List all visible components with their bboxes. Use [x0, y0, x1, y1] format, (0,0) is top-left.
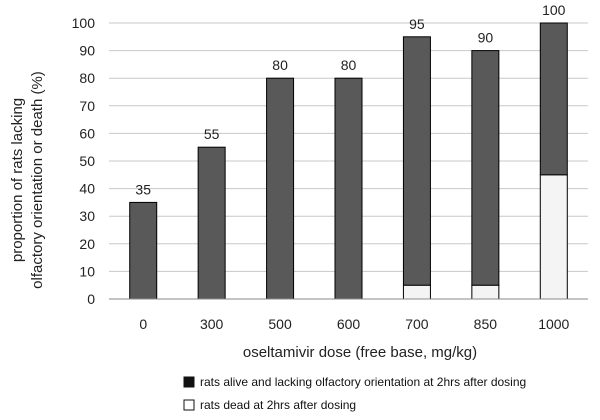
bar-segment-alive [471, 50, 500, 286]
bar-segment-alive [402, 36, 431, 286]
data-labels: 35 55 80 80 95 90 100 [135, 2, 565, 197]
bar-segment-alive [129, 201, 158, 300]
bar-total-label: 95 [409, 16, 425, 32]
y-axis-title-line1: proportion of rats lacking [9, 98, 26, 262]
y-tick-label: 80 [79, 70, 95, 86]
bar-segment-alive [197, 146, 226, 300]
bar-segment-dead [539, 174, 568, 300]
y-tick-label: 70 [79, 98, 95, 114]
x-tick-label: 1000 [538, 316, 569, 332]
y-tick-label: 60 [79, 125, 95, 141]
legend-swatch-alive [183, 376, 195, 388]
legend: rats alive and lacking olfactory orienta… [183, 375, 526, 412]
y-tick-label: 10 [79, 263, 95, 279]
bar-total-label: 90 [478, 30, 494, 46]
y-tick-label: 30 [79, 208, 95, 224]
bar-segment-alive [539, 22, 568, 176]
x-axis-title: oseltamivir dose (free base, mg/kg) [243, 344, 477, 361]
y-tick-label: 100 [72, 15, 96, 31]
x-tick-label: 600 [337, 316, 361, 332]
x-tick-label: 700 [405, 316, 429, 332]
y-tick-label: 40 [79, 181, 95, 197]
legend-label-alive: rats alive and lacking olfactory orienta… [200, 375, 526, 389]
y-tick-label: 50 [79, 153, 95, 169]
bar-total-label: 80 [341, 57, 357, 73]
y-tick-label: 0 [87, 291, 95, 307]
legend-swatch-dead [183, 399, 195, 411]
x-tick-label: 500 [268, 316, 292, 332]
bar-segment-alive [266, 77, 295, 300]
y-tick-label: 90 [79, 43, 95, 59]
x-tick-label: 300 [200, 316, 224, 332]
y-axis-title-line2: olfactory orientation or death (%) [29, 71, 46, 289]
bar-segment-dead [402, 284, 431, 300]
legend-label-dead: rats dead at 2hrs after dosing [200, 398, 356, 412]
y-tick-label: 20 [79, 236, 95, 252]
bar-total-label: 55 [204, 126, 220, 142]
bar-total-label: 80 [272, 57, 288, 73]
x-tick-label: 850 [474, 316, 498, 332]
bar-total-label: 100 [542, 2, 566, 18]
x-tick-label: 0 [139, 316, 147, 332]
bar-segment-dead [471, 284, 500, 300]
bar-segment-alive [334, 77, 363, 300]
bar-total-label: 35 [135, 181, 151, 197]
